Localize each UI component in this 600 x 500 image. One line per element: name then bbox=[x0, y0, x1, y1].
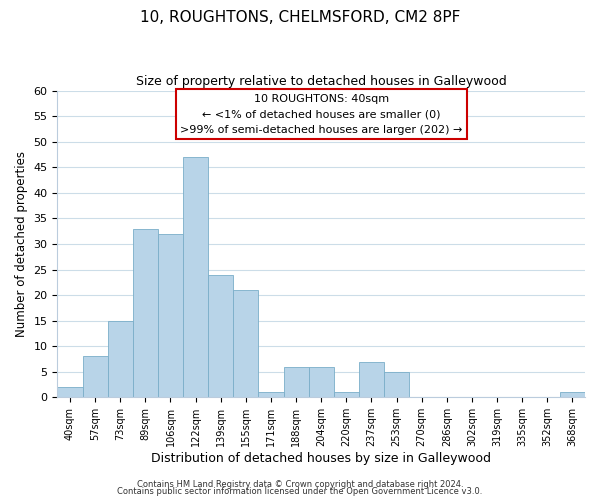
Bar bbox=[107, 320, 133, 398]
Text: 10, ROUGHTONS, CHELMSFORD, CM2 8PF: 10, ROUGHTONS, CHELMSFORD, CM2 8PF bbox=[140, 10, 460, 25]
Bar bbox=[560, 392, 585, 398]
Y-axis label: Number of detached properties: Number of detached properties bbox=[15, 151, 28, 337]
Bar bbox=[133, 228, 158, 398]
X-axis label: Distribution of detached houses by size in Galleywood: Distribution of detached houses by size … bbox=[151, 452, 491, 465]
Text: 10 ROUGHTONS: 40sqm
← <1% of detached houses are smaller (0)
>99% of semi-detach: 10 ROUGHTONS: 40sqm ← <1% of detached ho… bbox=[180, 94, 463, 135]
Title: Size of property relative to detached houses in Galleywood: Size of property relative to detached ho… bbox=[136, 75, 506, 88]
Text: Contains public sector information licensed under the Open Government Licence v3: Contains public sector information licen… bbox=[118, 487, 482, 496]
Bar bbox=[58, 387, 83, 398]
Text: Contains HM Land Registry data © Crown copyright and database right 2024.: Contains HM Land Registry data © Crown c… bbox=[137, 480, 463, 489]
Bar bbox=[259, 392, 284, 398]
Bar bbox=[158, 234, 183, 398]
Bar bbox=[233, 290, 259, 398]
Bar bbox=[284, 366, 308, 398]
Bar bbox=[308, 366, 334, 398]
Bar bbox=[208, 274, 233, 398]
Bar bbox=[183, 157, 208, 398]
Bar bbox=[384, 372, 409, 398]
Bar bbox=[83, 356, 107, 398]
Bar bbox=[334, 392, 359, 398]
Bar bbox=[359, 362, 384, 398]
